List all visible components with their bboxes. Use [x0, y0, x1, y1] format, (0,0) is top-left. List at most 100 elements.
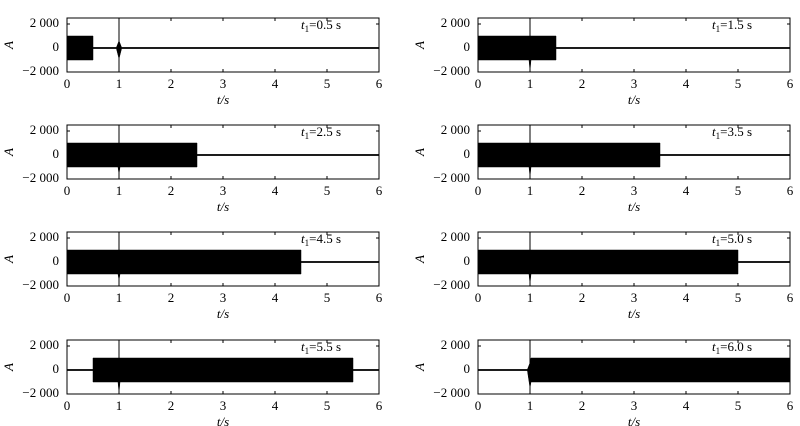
x-axis-label: t/s — [628, 199, 640, 214]
annotation-var: t — [712, 339, 716, 354]
x-tick-label: 3 — [631, 76, 638, 91]
y-axis-label: A — [412, 148, 427, 157]
annotation-text: =3.5 s — [720, 124, 752, 139]
y-axis-label: A — [412, 255, 427, 264]
y-tick-label: 0 — [53, 361, 60, 376]
x-tick-label: 5 — [324, 290, 331, 305]
annotation-var: t — [712, 124, 716, 139]
annotation-text: =1.5 s — [720, 17, 752, 32]
x-axis-label: t/s — [217, 414, 229, 426]
x-tick-label: 6 — [787, 398, 794, 413]
x-axis-label: t/s — [628, 306, 640, 321]
x-tick-label: 3 — [220, 290, 227, 305]
y-tick-label: −2 000 — [22, 170, 59, 185]
y-tick-label: 0 — [464, 39, 471, 54]
x-tick-label: 4 — [683, 398, 690, 413]
x-tick-label: 0 — [475, 290, 482, 305]
x-tick-label: 1 — [116, 183, 123, 198]
y-tick-label: 2 000 — [441, 15, 470, 30]
y-tick-label: −2 000 — [433, 63, 470, 78]
y-tick-label: 2 000 — [441, 337, 470, 352]
x-tick-label: 0 — [64, 398, 71, 413]
x-tick-label: 5 — [324, 398, 331, 413]
annotation: t1=0.5 s — [301, 17, 341, 34]
y-tick-label: −2 000 — [433, 277, 470, 292]
x-axis-label: t/s — [217, 306, 229, 321]
x-tick-label: 6 — [376, 290, 383, 305]
x-axis-label: t/s — [217, 92, 229, 107]
y-tick-label: 2 000 — [441, 229, 470, 244]
annotation-var: t — [712, 231, 716, 246]
x-tick-label: 2 — [579, 290, 586, 305]
annotation-var: t — [712, 17, 716, 32]
x-tick-label: 2 — [168, 183, 175, 198]
x-tick-label: 6 — [376, 183, 383, 198]
x-tick-label: 6 — [376, 398, 383, 413]
signal-envelope — [477, 249, 791, 284]
y-axis-label: A — [412, 41, 427, 50]
annotation-sub: 1 — [716, 24, 721, 34]
signal-envelope — [66, 249, 380, 281]
annotation-sub: 1 — [716, 238, 721, 248]
annotation-sub: 1 — [716, 346, 721, 356]
y-axis-label: A — [1, 148, 16, 157]
x-tick-label: 4 — [272, 290, 279, 305]
y-tick-label: −2 000 — [433, 385, 470, 400]
annotation-text: =5.5 s — [309, 339, 341, 354]
x-tick-label: 2 — [168, 398, 175, 413]
y-tick-label: −2 000 — [433, 170, 470, 185]
x-tick-label: 2 — [579, 76, 586, 91]
annotation: t1=4.5 s — [301, 231, 341, 248]
signal-envelope — [477, 35, 791, 71]
x-tick-label: 1 — [116, 398, 123, 413]
x-tick-label: 3 — [631, 183, 638, 198]
x-tick-label: 1 — [527, 398, 534, 413]
x-tick-label: 0 — [64, 290, 71, 305]
x-axis-label: t/s — [628, 414, 640, 426]
x-tick-label: 6 — [787, 183, 794, 198]
x-axis-label: t/s — [628, 92, 640, 107]
y-tick-label: 0 — [53, 146, 60, 161]
y-tick-label: −2 000 — [22, 63, 59, 78]
y-axis-label: A — [412, 363, 427, 372]
signal-envelope — [66, 142, 380, 175]
y-axis-label: A — [1, 41, 16, 50]
y-axis-label: A — [1, 363, 16, 372]
annotation-var: t — [301, 339, 305, 354]
x-tick-label: 3 — [631, 398, 638, 413]
x-tick-label: 1 — [527, 290, 534, 305]
y-tick-label: 2 000 — [30, 122, 59, 137]
annotation: t1=6.0 s — [712, 339, 752, 356]
x-tick-label: 0 — [475, 398, 482, 413]
x-tick-label: 5 — [735, 290, 742, 305]
x-tick-label: 3 — [220, 183, 227, 198]
x-tick-label: 4 — [683, 183, 690, 198]
x-tick-label: 6 — [376, 76, 383, 91]
x-tick-label: 5 — [735, 398, 742, 413]
y-tick-label: −2 000 — [22, 385, 59, 400]
annotation-var: t — [301, 231, 305, 246]
x-tick-label: 6 — [787, 290, 794, 305]
annotation-sub: 1 — [305, 24, 310, 34]
annotation-text: =4.5 s — [309, 231, 341, 246]
x-tick-label: 5 — [324, 76, 331, 91]
annotation: t1=5.0 s — [712, 231, 752, 248]
annotation: t1=5.5 s — [301, 339, 341, 356]
y-tick-label: 2 000 — [30, 229, 59, 244]
signal-envelope — [66, 357, 380, 393]
x-tick-label: 1 — [527, 183, 534, 198]
x-tick-label: 0 — [475, 183, 482, 198]
y-tick-label: 0 — [464, 361, 471, 376]
x-tick-label: 0 — [64, 76, 71, 91]
x-tick-label: 4 — [272, 398, 279, 413]
y-tick-label: 2 000 — [441, 122, 470, 137]
y-tick-label: 0 — [464, 253, 471, 268]
x-tick-label: 2 — [579, 183, 586, 198]
annotation-text: =5.0 s — [720, 231, 752, 246]
annotation-text: =2.5 s — [309, 124, 341, 139]
annotation-sub: 1 — [716, 131, 721, 141]
annotation: t1=3.5 s — [712, 124, 752, 141]
annotation-text: =6.0 s — [720, 339, 752, 354]
